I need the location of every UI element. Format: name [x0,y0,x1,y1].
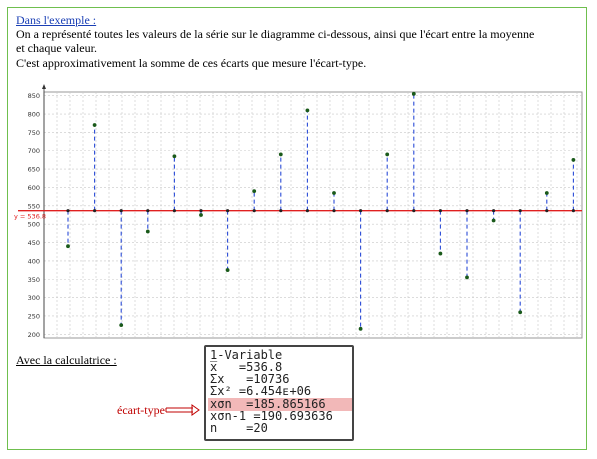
data-point [92,123,97,127]
data-point [411,91,416,96]
deviation-chart: 200 250 300 350 400 450 500 550 600 650 700 750 800 8… [14,84,583,339]
calculator-screen: 1-Variable x̅ =536.8 Σx =10736 Σx² =6.45… [204,345,354,441]
intro-line-3: C'est approximativement la somme de ces … [16,56,367,70]
mean-point [545,209,549,213]
mean-point [279,209,283,213]
calc-line-title: 1-Variable [210,348,283,362]
mean-point [438,209,442,213]
data-point [544,191,549,195]
data-point [172,154,177,159]
std-dev-highlight [208,398,352,411]
mean-point [199,209,203,213]
y-tick-label: 550 [28,202,40,210]
mean-point [385,209,389,213]
data-point [278,152,283,157]
y-tick-label: 850 [28,92,40,100]
intro-line-2: et chaque valeur. [16,41,97,55]
data-point [385,152,390,157]
mean-point [332,209,336,213]
mean-point [93,209,97,213]
y-tick-label: 300 [28,294,40,302]
y-axis-arrow [42,84,46,89]
data-point [332,191,336,195]
data-point [438,251,443,256]
y-tick-label: 750 [28,129,40,137]
data-point [145,229,150,234]
y-tick-label: 500 [28,221,40,229]
mean-point [412,209,416,213]
y-tick-label: 250 [28,312,40,320]
mean-point [66,209,70,213]
y-tick-label: 200 [28,331,40,339]
mean-point [492,209,496,213]
mean-point [465,209,469,213]
calc-line-n: n =20 [210,421,268,435]
mean-point [518,209,522,213]
calc-line-sigma-n: xσn =185.865166 [210,397,326,411]
ecart-type-label: écart-type [117,403,165,417]
data-point [199,213,203,217]
y-tick-label: 700 [28,147,40,155]
calc-line-sigma-n1: xσn-1 =190.693636 [210,409,333,423]
mean-point [359,209,363,213]
section-heading: Dans l'exemple : [16,13,97,27]
data-point [491,218,496,223]
data-point [305,108,310,113]
intro-line-1: On a représenté toutes les valeurs de la… [16,27,535,41]
data-point [225,268,230,272]
data-point [571,158,576,162]
y-tick-label: 800 [28,111,40,119]
mean-point [119,209,123,213]
y-tick-label: 400 [28,257,40,265]
mean-label: y = 536.8 [14,213,46,221]
calculator-label: Avec la calculatrice : [16,353,117,367]
mean-point [305,209,309,213]
mean-point [172,209,176,213]
calc-line-sum-sq: Σx² =6.454ᴇ+06 [210,384,312,398]
mean-point [146,209,150,213]
calc-line-mean: x̅ =536.8 [210,360,283,374]
data-point [518,310,523,315]
data-point [358,326,363,331]
data-point [66,244,70,249]
data-point [465,275,469,280]
data-point [119,323,124,328]
y-tick-label: 350 [28,276,40,284]
y-tick-label: 600 [28,184,40,192]
content-frame: Dans l'exemple : On a représenté toutes … [7,7,587,450]
y-tick-label: 450 [28,239,40,247]
calc-line-sum: Σx =10736 [210,372,290,386]
mean-point [571,209,576,213]
mean-point [252,209,256,213]
y-tick-label: 650 [28,166,40,174]
plot-area [43,91,583,339]
arrow-right-icon [165,404,200,416]
data-point [252,189,257,194]
mean-point [226,209,230,213]
